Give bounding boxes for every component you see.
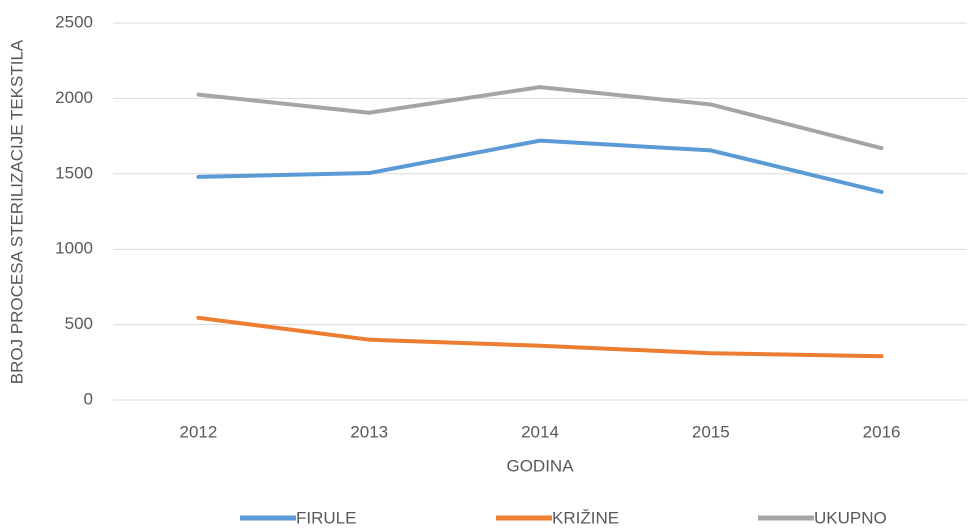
y-tick-label: 1500 <box>55 163 93 182</box>
legend-label: KRIŽINE <box>552 508 619 527</box>
x-tick-label: 2015 <box>692 422 730 441</box>
series-line <box>196 138 884 194</box>
y-tick-label: 2000 <box>55 88 93 107</box>
x-axis-title: GODINA <box>506 456 574 475</box>
series-line <box>196 315 884 359</box>
y-tick-label: 0 <box>84 389 93 408</box>
y-tick-label: 500 <box>65 314 93 333</box>
y-tick-label: 1000 <box>55 239 93 258</box>
legend-label: UKUPNO <box>814 508 887 527</box>
x-tick-label: 2016 <box>863 422 901 441</box>
x-tick-label: 2014 <box>521 422 559 441</box>
y-tick-label: 2500 <box>55 12 93 31</box>
y-axis-title: BROJ PROCESA STERILIZACIJE TEKSTILA <box>7 39 26 384</box>
legend-label: FIRULE <box>296 508 356 527</box>
series-line <box>196 85 884 151</box>
x-tick-label: 2013 <box>350 422 388 441</box>
x-tick-label: 2012 <box>179 422 217 441</box>
